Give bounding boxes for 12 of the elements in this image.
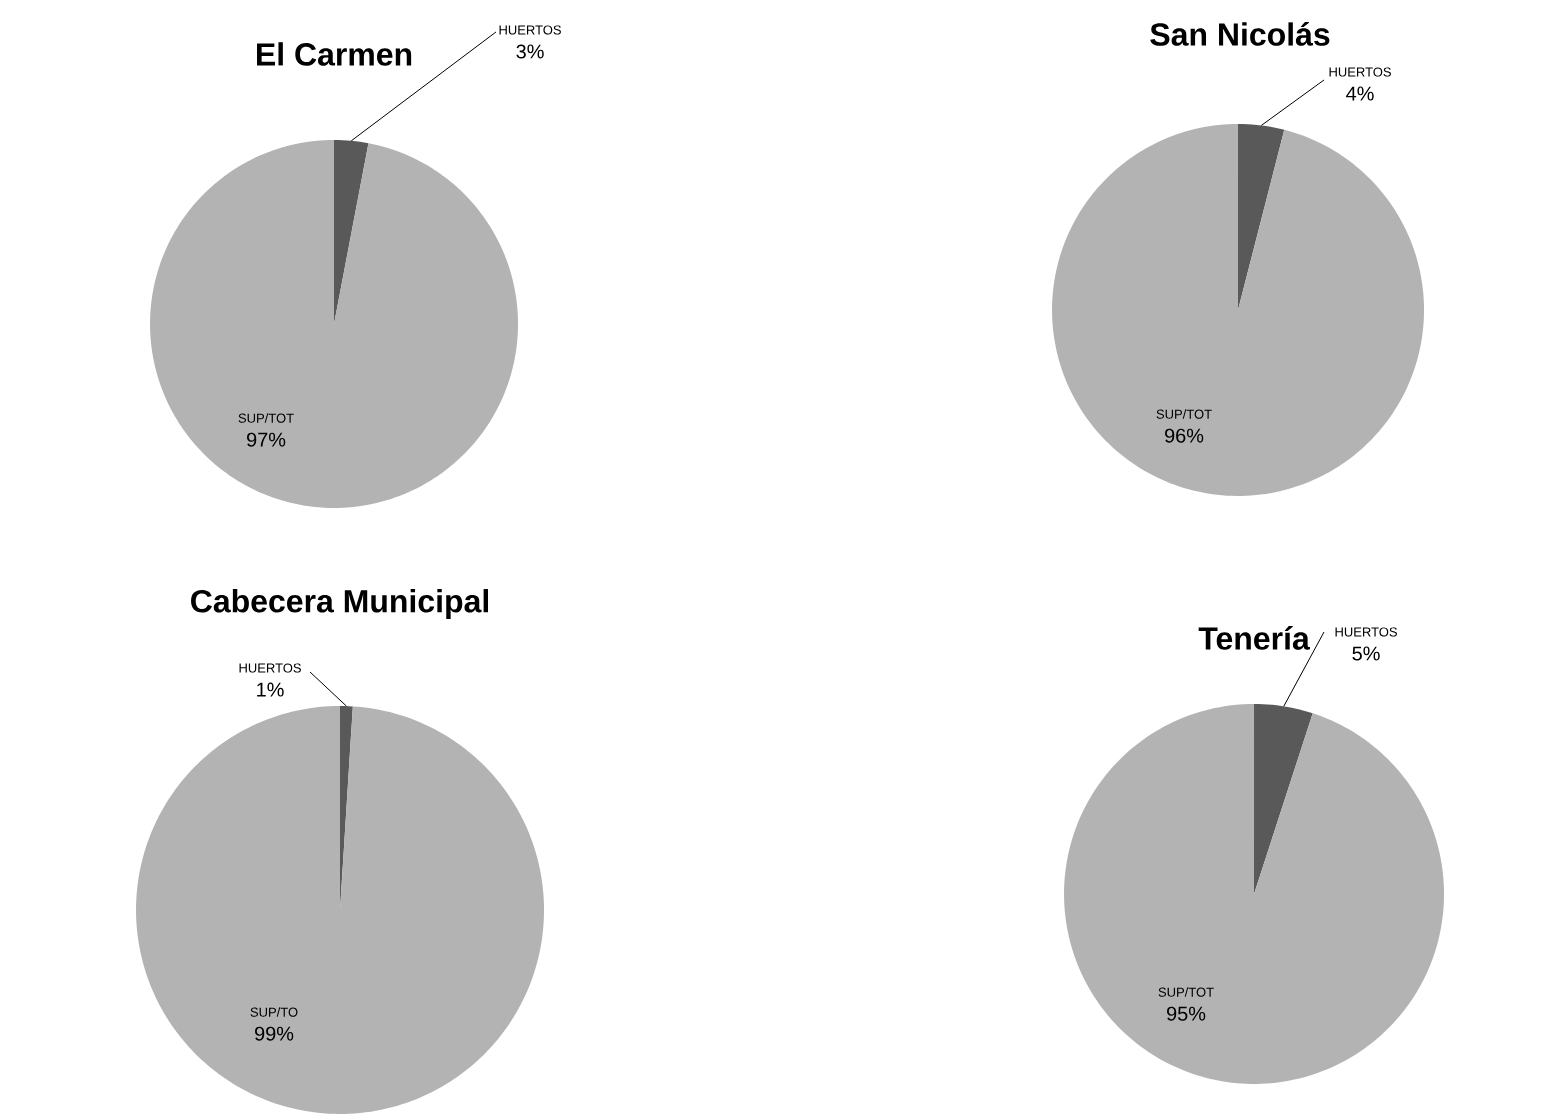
chart-title: Cabecera Municipal [191, 589, 488, 619]
data-label: 99% [255, 1026, 294, 1041]
chart-title: San Nicolás [1150, 22, 1330, 46]
data-label: 97% [247, 432, 286, 447]
data-label: 96% [1165, 428, 1204, 443]
data-label: 4% [1346, 86, 1374, 101]
data-label: 5% [1352, 646, 1380, 661]
chart-title: El Carmen [257, 42, 412, 66]
data-label: 95% [1167, 1006, 1206, 1021]
chart-title: Tenería [1198, 626, 1310, 650]
data-label: 3% [516, 44, 544, 59]
data-label: 1% [257, 682, 284, 697]
